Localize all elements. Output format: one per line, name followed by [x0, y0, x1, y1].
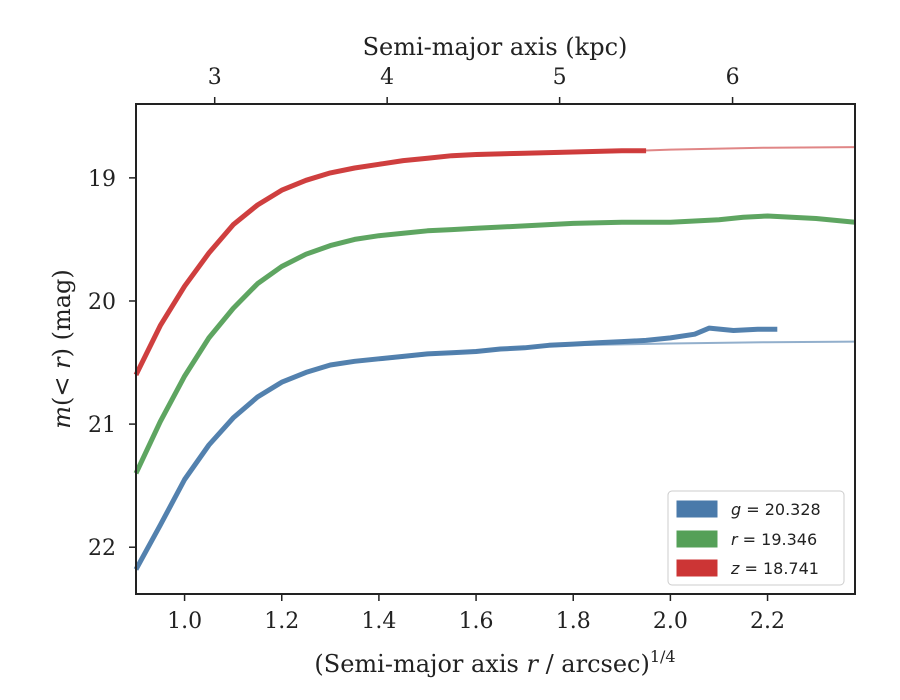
axis-layer: 1.0 1.2 1.4 1.6 1.8 2.0 2.2 3 4 5 6 19 20 21 22	[88, 65, 785, 634]
legend-value-g: = 20.328	[741, 500, 821, 519]
legend-swatch-z	[676, 559, 718, 577]
y-tick-label: 19	[88, 167, 116, 192]
legend-var-z: z	[730, 559, 740, 578]
x2-axis-label: Semi-major axis (kpc)	[363, 33, 628, 61]
x-axis-label-prefix: (Semi-major axis	[314, 650, 526, 678]
legend-value-z: = 18.741	[739, 559, 819, 578]
x-axis-label: (Semi-major axis r / arcsec)1/4	[314, 647, 675, 678]
x-axis-label-var: r	[526, 650, 539, 678]
y-axis-label-var: m	[48, 406, 76, 429]
y-axis-label-mid: (<	[48, 369, 76, 406]
legend-label-g: g = 20.328	[731, 500, 821, 519]
x-tick-label: 2.2	[750, 609, 785, 634]
x-axis-label-exponent: 1/4	[650, 647, 676, 666]
x-tick-label: 1.8	[556, 609, 591, 634]
x2-tick-label: 3	[208, 65, 222, 90]
legend-swatch-g	[676, 500, 718, 518]
y-axis-label: m(< r) (mag)	[48, 269, 76, 429]
legend-entry-z: z = 18.741	[676, 559, 819, 578]
y-tick-label: 22	[88, 536, 116, 561]
x2-tick-label: 5	[553, 65, 567, 90]
y-tick-label: 20	[88, 290, 116, 315]
x-tick-label: 1.6	[459, 609, 494, 634]
legend-swatch-r	[676, 530, 718, 548]
legend-var-r: r	[731, 530, 739, 549]
legend-entry-g: g = 20.328	[676, 500, 821, 519]
x2-tick-label: 4	[380, 65, 394, 90]
y-axis-label-end: ) (mag)	[48, 269, 76, 357]
legend-label-z: z = 18.741	[730, 559, 819, 578]
plot-frame	[135, 103, 856, 595]
x-tick-label: 1.4	[361, 609, 396, 634]
legend-value-r: = 19.346	[738, 530, 818, 549]
series-line-z	[133, 148, 647, 377]
series-layer	[133, 148, 856, 571]
y-axis-label-var2: r	[48, 356, 76, 369]
legend: g = 20.328 r = 19.346 z = 18.741	[667, 490, 845, 586]
legend-entry-r: r = 19.346	[676, 530, 817, 549]
series-line-r	[133, 213, 856, 475]
series-line-g	[133, 325, 778, 571]
x-axis-label-suffix: / arcsec)	[538, 650, 650, 678]
x2-tick-label: 6	[726, 65, 740, 90]
x-tick-label: 2.0	[653, 609, 688, 634]
x-tick-label: 1.0	[167, 609, 202, 634]
x-tick-label: 1.2	[264, 609, 299, 634]
legend-label-r: r = 19.346	[731, 530, 817, 549]
legend-var-g: g	[731, 500, 741, 519]
y-tick-label: 21	[88, 413, 116, 438]
